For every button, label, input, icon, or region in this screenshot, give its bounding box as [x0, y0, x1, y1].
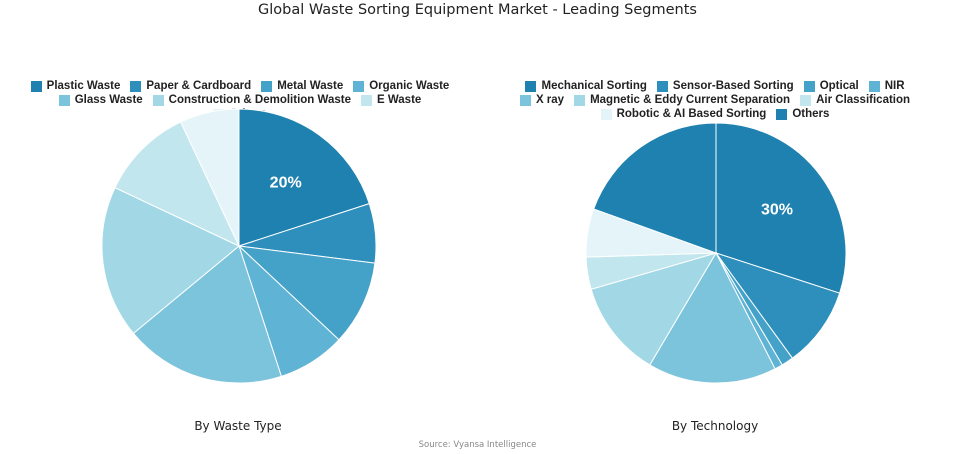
legend-label: Robotic & AI Based Sorting [616, 108, 767, 120]
tech-slice-6 [590, 252, 718, 366]
legend-swatch [152, 94, 164, 106]
legend-item: Air Classification [800, 94, 910, 106]
legend-item: Organic Waste [353, 80, 449, 92]
legend-label: Metal Waste [277, 80, 344, 92]
legend-label: Optical [819, 80, 859, 92]
legend-item: NIR [868, 80, 905, 92]
legend-label: Plastic Waste [46, 80, 121, 92]
legend-label: Magnetic & Eddy Current Separation [590, 94, 791, 106]
legend-swatch [525, 80, 537, 92]
legend-swatch [656, 80, 668, 92]
legend-label: Paper & Cardboard [146, 80, 252, 92]
legend-item: Sensor-Based Sorting [656, 80, 794, 92]
legend-technology: Mechanical Sorting Sensor-Based Sorting Op… [500, 80, 930, 120]
chart-title: Global Waste Sorting Equipment Market - … [258, 2, 697, 18]
legend-label: NIR [884, 80, 905, 92]
legend-label: Air Classification [816, 94, 911, 106]
waste-slice-7 [114, 121, 241, 248]
legend-item: Mechanical Sorting [525, 80, 647, 92]
legend-item: Plastic Waste [30, 80, 121, 92]
tech-slice-5 [649, 251, 776, 384]
waste-slice-5 [132, 245, 282, 384]
legend-swatch [353, 80, 365, 92]
legend-swatch [868, 80, 880, 92]
legend-swatch [776, 108, 788, 120]
legend-item: Robotic & AI Based Sorting [600, 108, 767, 120]
tech-data-label: 30% [761, 202, 793, 219]
waste-data-label: 20% [270, 175, 302, 192]
legend-label: Mechanical Sorting [541, 80, 647, 92]
legend-item: Optical [803, 80, 859, 92]
legend-swatch [803, 80, 815, 92]
legend-label: Glass Waste [74, 94, 143, 106]
legend-label: Construction & Demolition Waste [168, 94, 351, 106]
waste-slice-6 [101, 187, 240, 335]
legend-label: E Waste [376, 94, 422, 106]
tech-slice-9 [593, 122, 717, 254]
legend-swatch [574, 94, 586, 106]
tech-slice-1 [715, 122, 847, 294]
legend-swatch [130, 80, 142, 92]
legend-item: Paper & Cardboard [130, 80, 251, 92]
legend-swatch [800, 94, 812, 106]
tech-slice-2 [714, 252, 841, 359]
legend-item: Metal Waste [261, 80, 343, 92]
legend-label: Others [792, 108, 830, 120]
waste-slice-3 [237, 245, 376, 341]
caption-waste-type: By Waste Type [194, 419, 282, 433]
legend-item: Others [776, 108, 829, 120]
legend-swatch [519, 94, 531, 106]
legend-swatch [360, 94, 372, 106]
legend-label: Organic Waste [369, 80, 450, 92]
waste-slice-8 [180, 108, 240, 247]
legend-item: Construction & Demolition Waste [152, 94, 351, 106]
legend-label: X ray [535, 94, 565, 106]
legend-item: Magnetic & Eddy Current Separation [574, 94, 790, 106]
legend-item: Glass Waste [58, 94, 143, 106]
legend-item: X ray [519, 94, 565, 106]
legend-label: Sensor-Based Sorting [672, 80, 794, 92]
legend-swatch [600, 108, 612, 120]
legend-swatch [58, 94, 70, 106]
waste-slice-1 [238, 108, 370, 247]
source-note: Source: Vyansa Intelligence [418, 440, 537, 450]
caption-technology: By Technology [671, 419, 759, 433]
legend-item: E Waste [360, 94, 422, 106]
legend-swatch [261, 80, 273, 92]
legend-swatch [30, 80, 42, 92]
